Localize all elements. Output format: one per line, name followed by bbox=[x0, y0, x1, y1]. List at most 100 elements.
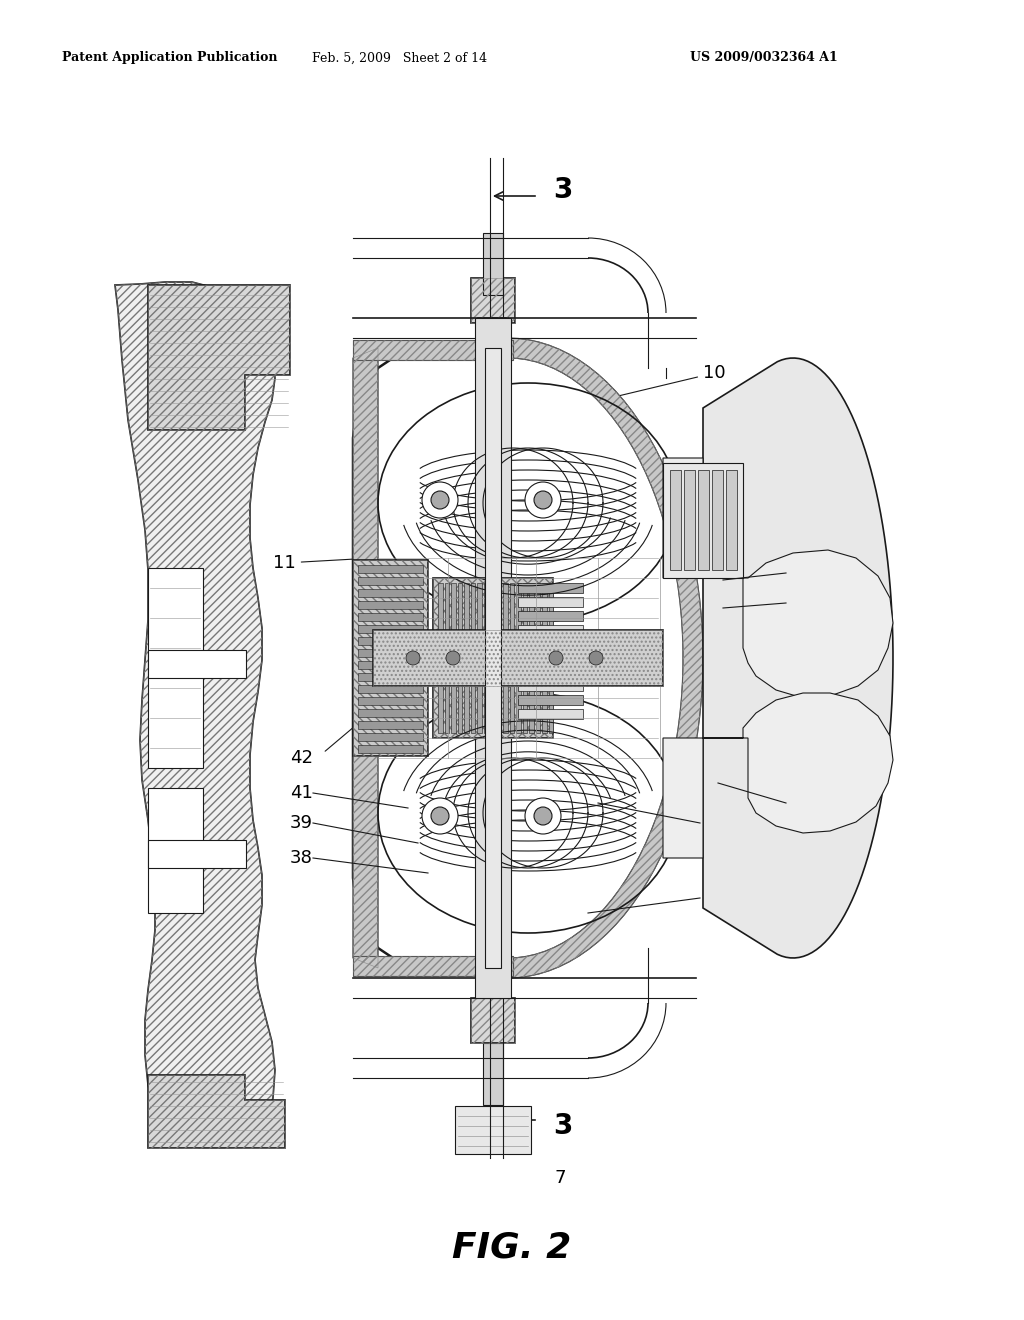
Circle shape bbox=[534, 491, 552, 510]
Bar bbox=[471, 998, 515, 1043]
Bar bbox=[353, 560, 428, 756]
Text: 3: 3 bbox=[553, 176, 572, 205]
Bar bbox=[438, 583, 442, 733]
Bar bbox=[358, 744, 423, 752]
Polygon shape bbox=[148, 285, 290, 430]
Bar bbox=[353, 560, 428, 756]
Bar bbox=[433, 578, 553, 738]
Bar bbox=[483, 234, 503, 294]
Bar bbox=[518, 597, 583, 607]
Bar bbox=[148, 840, 246, 869]
Bar bbox=[358, 685, 423, 693]
Bar bbox=[503, 583, 508, 733]
Bar bbox=[373, 630, 663, 686]
Bar bbox=[358, 624, 423, 634]
Bar bbox=[522, 583, 527, 733]
Bar bbox=[358, 673, 423, 681]
Bar bbox=[358, 733, 423, 741]
Circle shape bbox=[525, 799, 561, 834]
Bar bbox=[549, 583, 553, 733]
Bar bbox=[490, 583, 495, 733]
Bar bbox=[358, 709, 423, 717]
Polygon shape bbox=[353, 341, 513, 360]
Bar bbox=[670, 470, 681, 570]
Bar bbox=[358, 565, 423, 573]
Bar bbox=[455, 1106, 531, 1154]
Circle shape bbox=[422, 799, 458, 834]
Bar bbox=[358, 697, 423, 705]
Circle shape bbox=[534, 807, 552, 825]
Polygon shape bbox=[508, 338, 702, 978]
Bar bbox=[358, 638, 423, 645]
Circle shape bbox=[446, 651, 460, 665]
Bar bbox=[451, 583, 456, 733]
Polygon shape bbox=[663, 458, 893, 698]
Text: 47: 47 bbox=[788, 564, 811, 582]
Polygon shape bbox=[353, 956, 513, 975]
Text: 41: 41 bbox=[290, 784, 313, 803]
Bar bbox=[148, 568, 203, 768]
Bar bbox=[518, 696, 583, 705]
Circle shape bbox=[549, 651, 563, 665]
Bar bbox=[536, 583, 540, 733]
Text: 45: 45 bbox=[788, 594, 811, 612]
Bar bbox=[475, 318, 511, 998]
Bar bbox=[518, 681, 583, 690]
Bar bbox=[518, 709, 583, 719]
Bar bbox=[684, 470, 695, 570]
Bar bbox=[712, 470, 723, 570]
Polygon shape bbox=[353, 348, 378, 968]
Bar bbox=[433, 578, 553, 738]
Circle shape bbox=[422, 482, 458, 517]
Bar bbox=[471, 998, 515, 1043]
Bar bbox=[542, 583, 547, 733]
Bar bbox=[358, 661, 423, 669]
Bar bbox=[358, 649, 423, 657]
Text: 39: 39 bbox=[290, 814, 313, 832]
Bar bbox=[471, 279, 515, 323]
Bar bbox=[148, 788, 203, 913]
Text: 43: 43 bbox=[788, 795, 811, 812]
Text: 46: 46 bbox=[703, 814, 726, 832]
Bar bbox=[663, 463, 743, 578]
Bar bbox=[358, 601, 423, 609]
Text: FIG. 2: FIG. 2 bbox=[453, 1232, 571, 1265]
Polygon shape bbox=[115, 282, 275, 1148]
Bar bbox=[698, 470, 709, 570]
Bar bbox=[518, 611, 583, 620]
Text: Feb. 5, 2009   Sheet 2 of 14: Feb. 5, 2009 Sheet 2 of 14 bbox=[312, 51, 487, 65]
Circle shape bbox=[406, 651, 420, 665]
Bar bbox=[470, 583, 475, 733]
Polygon shape bbox=[353, 348, 693, 968]
Bar bbox=[518, 653, 583, 663]
Bar bbox=[358, 589, 423, 597]
Bar bbox=[358, 577, 423, 585]
Bar bbox=[478, 958, 508, 998]
Circle shape bbox=[431, 807, 449, 825]
Text: US 2009/0032364 A1: US 2009/0032364 A1 bbox=[690, 51, 838, 65]
Bar bbox=[516, 583, 520, 733]
Bar bbox=[518, 667, 583, 677]
Bar bbox=[358, 721, 423, 729]
Bar bbox=[464, 583, 469, 733]
Bar bbox=[483, 583, 488, 733]
Text: 37: 37 bbox=[703, 888, 726, 907]
Bar bbox=[478, 318, 508, 358]
Bar bbox=[510, 583, 514, 733]
Circle shape bbox=[525, 482, 561, 517]
Text: 11: 11 bbox=[273, 554, 371, 572]
Polygon shape bbox=[148, 1074, 285, 1148]
Bar bbox=[518, 624, 583, 635]
Text: 10: 10 bbox=[570, 364, 726, 408]
Bar bbox=[373, 630, 663, 686]
Text: 3: 3 bbox=[553, 1111, 572, 1140]
Bar bbox=[358, 612, 423, 620]
Bar bbox=[148, 649, 246, 678]
Text: 7: 7 bbox=[555, 1170, 566, 1187]
Bar bbox=[518, 583, 583, 593]
Bar bbox=[529, 583, 534, 733]
Bar bbox=[444, 583, 449, 733]
Bar bbox=[471, 279, 515, 323]
Bar bbox=[726, 470, 737, 570]
Polygon shape bbox=[703, 358, 893, 958]
